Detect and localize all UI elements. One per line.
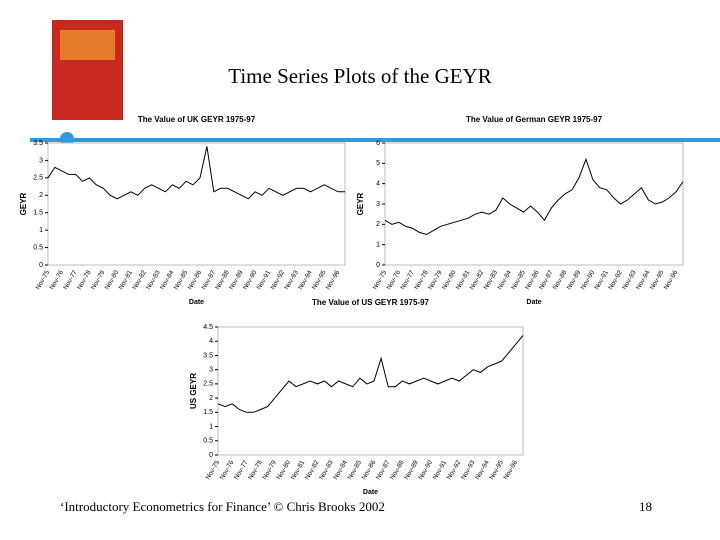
y-tick-label: 4 — [209, 338, 213, 345]
series-line — [384, 157, 684, 236]
y-tick-label: 1.5 — [33, 210, 43, 217]
y-tick-label: 3.5 — [203, 352, 213, 359]
y-axis-label: US GEYR — [189, 373, 198, 409]
y-tick-label: 2 — [376, 221, 380, 228]
y-tick-label: 0 — [39, 262, 43, 269]
y-tick-label: 4 — [376, 181, 380, 188]
footer: ‘Introductory Econometrics for Finance’ … — [60, 499, 385, 514]
y-axis-label: GEYR — [19, 192, 28, 215]
y-tick-label: 0.5 — [203, 438, 213, 445]
y-tick-label: 1 — [39, 227, 43, 234]
chart-title: The Value of UK GEYR 1975-97 — [138, 115, 256, 124]
chart-title: The Value of German GEYR 1975-97 — [466, 115, 603, 124]
y-tick-label: 1 — [209, 423, 213, 430]
y-tick-label: 2.5 — [33, 175, 43, 182]
y-axis-label: GEYR — [356, 192, 365, 215]
plot-area — [384, 142, 684, 266]
x-tick-label: Nov-96 — [663, 269, 680, 291]
book-cover-art — [60, 30, 115, 60]
y-tick-label: 3.5 — [33, 140, 43, 147]
y-tick-label: 4.5 — [203, 324, 213, 331]
series-line — [217, 335, 524, 413]
plot-area — [217, 326, 524, 456]
x-axis-label: Date — [363, 489, 378, 496]
y-tick-label: 2 — [39, 192, 43, 199]
y-tick-label: 3 — [376, 201, 380, 208]
x-axis-label: Date — [526, 299, 541, 306]
series-line — [47, 146, 345, 200]
y-tick-label: 1 — [376, 242, 380, 249]
y-tick-label: 2.5 — [203, 381, 213, 388]
y-tick-label: 0 — [376, 262, 380, 269]
y-tick-label: 1.5 — [203, 409, 213, 416]
x-tick-label: Nov-96 — [503, 459, 520, 481]
y-tick-label: 3 — [39, 157, 43, 164]
x-tick-label: Nov-96 — [325, 269, 342, 291]
y-tick-label: 3 — [209, 367, 213, 374]
slide-title: Time Series Plots of the GEYR — [228, 64, 491, 88]
page-number: 18 — [639, 499, 652, 514]
y-tick-label: 0.5 — [33, 244, 43, 251]
y-tick-label: 6 — [376, 140, 380, 147]
y-tick-label: 0 — [209, 452, 213, 459]
x-axis-label: Date — [189, 299, 204, 306]
plot-area — [47, 142, 346, 266]
chart-title: The Value of US GEYR 1975-97 — [312, 298, 429, 307]
y-tick-label: 5 — [376, 160, 380, 167]
y-tick-label: 2 — [209, 395, 213, 402]
